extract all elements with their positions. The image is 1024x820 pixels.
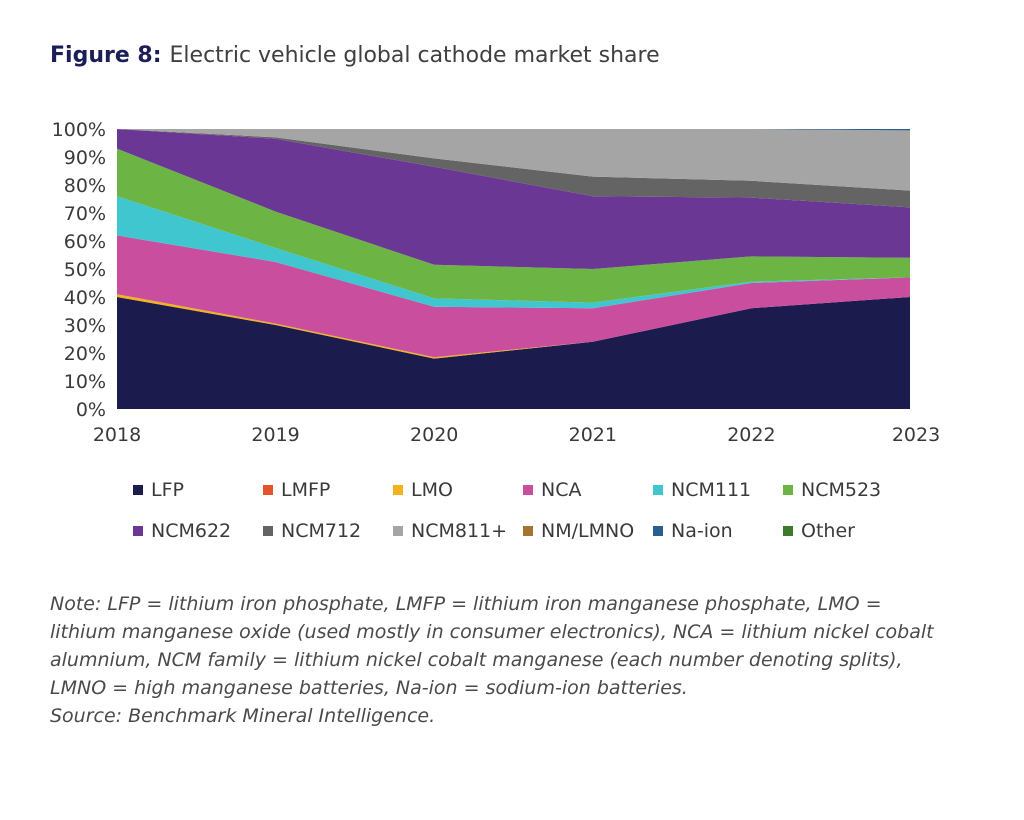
y-tick-label: 30% — [64, 315, 106, 337]
legend-label: LFP — [151, 479, 184, 501]
legend-swatch — [783, 485, 793, 495]
legend-item: NCM811+ — [393, 519, 523, 543]
area-nca — [117, 235, 910, 358]
y-tick-label: 10% — [64, 371, 106, 393]
legend-swatch — [263, 526, 273, 536]
legend-label: Other — [801, 520, 855, 542]
legend-swatch — [783, 526, 793, 536]
legend-label: NCM111 — [671, 479, 752, 501]
legend-label: NCM811+ — [411, 520, 508, 542]
x-tick-label: 2021 — [569, 424, 617, 446]
legend-item: Other — [783, 519, 913, 543]
x-tick-label: 2022 — [727, 424, 775, 446]
y-tick-label: 20% — [64, 343, 106, 365]
legend-item: LMO — [393, 478, 523, 502]
legend-swatch — [653, 526, 663, 536]
legend-swatch — [653, 485, 663, 495]
legend-swatch — [263, 485, 273, 495]
area-ncm712 — [117, 129, 910, 208]
legend-label: NCM712 — [281, 520, 362, 542]
legend-swatch — [523, 526, 533, 536]
legend-swatch — [523, 485, 533, 495]
area-lfp — [117, 297, 910, 409]
figure-title-text: Electric vehicle global cathode market s… — [169, 43, 660, 68]
legend-label: LMO — [411, 479, 453, 501]
legend-label: NCM622 — [151, 520, 232, 542]
y-tick-label: 50% — [64, 259, 106, 281]
x-axis: 2018 2019 2020 2021 2022 2023 — [93, 424, 940, 446]
note-text: Note: LFP = lithium iron phosphate, LMFP… — [50, 593, 934, 699]
figure-title: Figure 8: Electric vehicle global cathode… — [50, 43, 660, 68]
legend-item: NCM111 — [653, 478, 783, 502]
area-ncm111 — [117, 196, 910, 309]
legend-swatch — [133, 485, 143, 495]
legend-item: NCA — [523, 478, 653, 502]
source-text: Source: Benchmark Mineral Intelligence. — [50, 705, 436, 727]
y-tick-label: 60% — [64, 231, 106, 253]
legend-item: LFP — [133, 478, 263, 502]
chart-legend: LFP LMFP LMO NCA NCM111 NCM523 NCM622 NCM712 NCM… — [133, 478, 933, 543]
area-ncm523 — [117, 148, 910, 303]
legend-label: NCA — [541, 479, 582, 501]
area-ncm622 — [117, 129, 910, 269]
y-tick-label: 70% — [64, 203, 106, 225]
chart-areas — [117, 129, 910, 409]
y-tick-label: 40% — [64, 287, 106, 309]
y-tick-label: 0% — [76, 399, 106, 421]
y-axis: 0% 10% 20% 30% 40% 50% 60% 70% 80% 90% 100% — [52, 119, 106, 421]
legend-item: NCM622 — [133, 519, 263, 543]
figure-label: Figure 8: — [50, 43, 162, 68]
legend-item: NCM523 — [783, 478, 913, 502]
x-tick-label: 2019 — [251, 424, 299, 446]
legend-label: LMFP — [281, 479, 331, 501]
legend-swatch — [393, 485, 403, 495]
legend-item: Na-ion — [653, 519, 783, 543]
figure-note: Note: LFP = lithium iron phosphate, LMFP… — [50, 590, 950, 730]
legend-label: Na-ion — [671, 520, 733, 542]
legend-label: NCM523 — [801, 479, 882, 501]
x-tick-label: 2018 — [93, 424, 141, 446]
legend-item: NM/LMNO — [523, 519, 653, 543]
stacked-area-chart: 0%10%20%30%40%50%60%70%80%90%100% 2018 20… — [52, 119, 941, 446]
legend-item: NCM712 — [263, 519, 393, 543]
legend-swatch — [393, 526, 403, 536]
legend-swatch — [133, 526, 143, 536]
legend-item: LMFP — [263, 478, 393, 502]
y-tick-label: 90% — [64, 147, 106, 169]
area-na-ion — [117, 129, 910, 131]
x-tick-label: 2023 — [892, 424, 940, 446]
y-tick-label: 80% — [64, 175, 106, 197]
legend-label: NM/LMNO — [541, 520, 635, 542]
area-ncm811- — [117, 129, 910, 191]
y-tick-label: 100% — [52, 119, 106, 141]
x-tick-label: 2020 — [410, 424, 458, 446]
